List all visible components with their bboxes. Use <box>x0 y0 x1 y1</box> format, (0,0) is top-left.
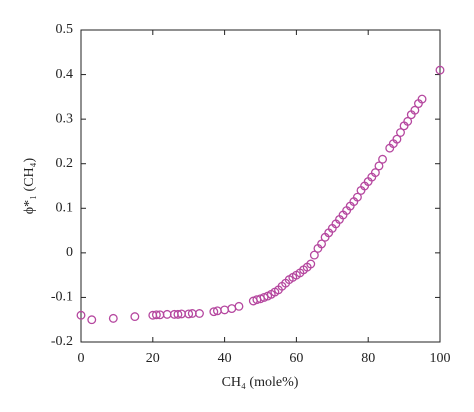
point <box>173 309 183 319</box>
point <box>396 128 405 137</box>
point <box>227 304 237 314</box>
y-tick-label: -0.2 <box>51 334 73 349</box>
point <box>403 116 413 126</box>
point <box>220 305 230 315</box>
point <box>417 94 427 104</box>
y-tick-label: 0.2 <box>56 156 74 171</box>
y-tick-label: 0 <box>66 245 73 260</box>
point <box>378 154 388 164</box>
point <box>352 192 362 202</box>
x-axis-label: CH₄ (mole%) <box>222 375 299 390</box>
x-tick-label: 60 <box>289 351 303 366</box>
y-tick-label: -0.1 <box>51 290 73 305</box>
point <box>234 301 244 311</box>
plot-frame <box>80 29 441 343</box>
point <box>162 309 172 319</box>
point <box>309 250 319 260</box>
x-tick-label: 20 <box>146 351 160 366</box>
point <box>317 239 326 249</box>
point <box>108 313 118 323</box>
y-axis-label: ϕ*₁ (CH₄) <box>22 157 37 214</box>
point <box>410 105 420 115</box>
point <box>195 309 204 318</box>
x-tick-label: 100 <box>430 351 451 366</box>
x-tick-label: 0 <box>78 351 85 366</box>
x-tick-label: 40 <box>218 351 232 366</box>
point <box>435 65 445 75</box>
point <box>184 309 194 319</box>
y-tick-label: 0.3 <box>56 111 74 126</box>
y-tick-label: 0.5 <box>56 22 74 37</box>
point <box>209 307 219 317</box>
point <box>306 259 316 269</box>
y-tick-label: 0.1 <box>56 201 74 216</box>
y-tick-label: 0.4 <box>56 67 74 82</box>
point <box>87 315 97 325</box>
point <box>76 310 86 320</box>
point <box>130 312 140 322</box>
point <box>374 161 384 171</box>
point <box>151 310 161 320</box>
point <box>392 134 402 144</box>
x-tick-label: 80 <box>361 351 375 366</box>
point <box>370 168 380 178</box>
